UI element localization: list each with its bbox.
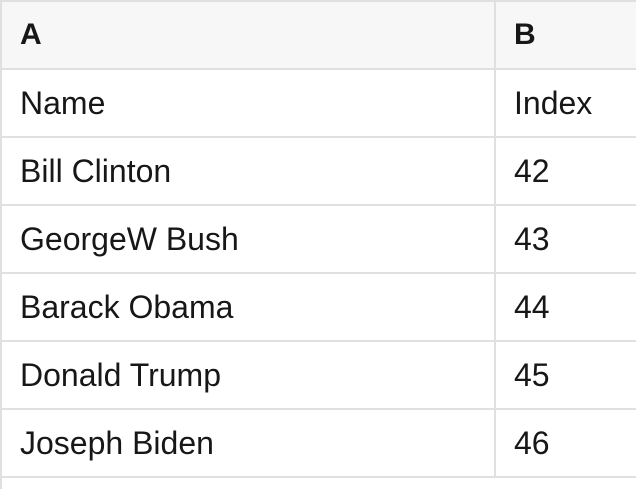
header-row: A B: [2, 2, 636, 70]
table-cell[interactable]: Index: [514, 84, 593, 121]
table-row: Donald Trump 45: [2, 342, 636, 410]
table-cell[interactable]: 42: [514, 152, 550, 189]
table-cell[interactable]: GeorgeW Bush: [2, 206, 496, 272]
table-cell[interactable]: Donald Trump: [2, 342, 496, 408]
table-row: Barack Obama 44: [2, 274, 636, 342]
table-row: Joseph Biden 46: [2, 410, 636, 478]
table-cell[interactable]: Bill Clinton: [2, 138, 496, 204]
table-row: Bill Clinton 42: [2, 138, 636, 206]
table-row: Name Index: [2, 70, 636, 138]
table-cell[interactable]: Name: [2, 70, 496, 136]
table-cell[interactable]: Joseph Biden: [2, 410, 496, 476]
table-cell[interactable]: 46: [514, 424, 550, 461]
table-cell[interactable]: 44: [514, 288, 550, 325]
column-header-b[interactable]: B: [514, 18, 536, 51]
table-cell[interactable]: 43: [514, 220, 550, 257]
table-cell[interactable]: Barack Obama: [2, 274, 496, 340]
table-cell[interactable]: 45: [514, 356, 550, 393]
column-header-a[interactable]: A: [2, 2, 496, 68]
table-row: GeorgeW Bush 43: [2, 206, 636, 274]
